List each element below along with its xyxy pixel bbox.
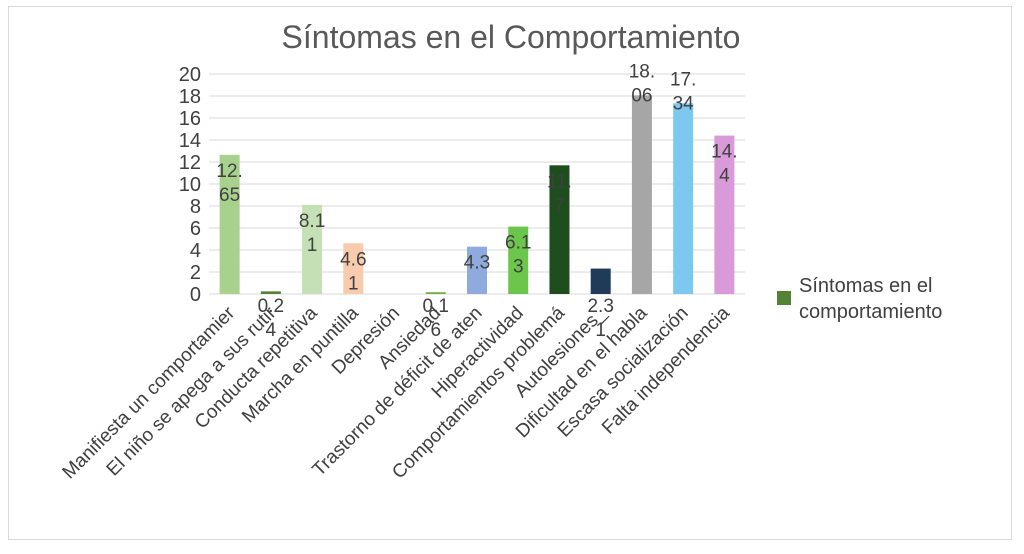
bar: [508, 226, 529, 294]
chart-frame: Síntomas en el Comportamiento 0 2 4 6 8 10 12 1…: [8, 6, 1012, 540]
data-label: 2.3: [587, 296, 613, 317]
data-label: 12.: [216, 161, 242, 182]
data-label: 6.1: [505, 233, 531, 254]
data-label: 18.: [629, 61, 655, 82]
bar: [631, 95, 652, 294]
legend: Síntomas en el comportamiento: [777, 273, 997, 325]
data-label: 4: [266, 320, 277, 341]
bar: [673, 103, 694, 294]
bar: [260, 291, 281, 294]
y-tick-label: 20: [179, 64, 201, 86]
y-tick-label: 16: [179, 108, 201, 130]
category-label: El niño se apega a sus rutir: [103, 302, 281, 480]
y-tick-label: 6: [190, 218, 201, 240]
data-label: 7: [554, 195, 565, 216]
data-label: 06: [631, 85, 652, 106]
data-label: 4.6: [340, 249, 366, 270]
data-label: 6: [430, 320, 441, 341]
y-tick-label: 10: [179, 174, 201, 196]
bar: [302, 204, 323, 294]
bar: [549, 165, 570, 294]
data-label: 34: [673, 93, 695, 114]
bars: [219, 95, 735, 294]
y-tick-label: 0: [190, 284, 201, 306]
data-label: 14.: [711, 142, 737, 163]
chart-title: Síntomas en el Comportamiento: [281, 19, 741, 55]
data-labels: 12. 65 0.2 4 8.1 1 4.6 1 0.1 6 4.3 6.1 3 11. 7 2.3 1 18. 0…: [216, 61, 737, 341]
bar: [425, 292, 446, 294]
data-label: 11.: [547, 171, 572, 192]
legend-label: Síntomas en el comportamiento: [799, 275, 943, 323]
data-label: 17.: [670, 69, 696, 90]
data-label: 4: [719, 166, 730, 187]
y-tick-label: 2: [190, 262, 201, 284]
data-label: 4.3: [464, 253, 490, 274]
y-tick-label: 18: [179, 86, 201, 108]
legend-swatch: [777, 291, 791, 305]
y-tick-label: 8: [190, 196, 201, 218]
bar: [467, 246, 487, 294]
data-label: 3: [513, 257, 524, 278]
category-label: Manifiesta un comportamier: [59, 302, 240, 483]
data-label: 1: [595, 320, 606, 341]
y-tick-label: 14: [179, 130, 201, 152]
bar: [343, 243, 364, 294]
data-label: 8.1: [299, 211, 325, 232]
y-tick-label: 4: [190, 240, 201, 262]
bar: [714, 135, 735, 294]
data-label: 1: [348, 273, 359, 294]
y-tick-label: 12: [179, 152, 201, 174]
data-label: 0.2: [258, 296, 284, 317]
data-label: 65: [219, 185, 240, 206]
data-label: 0.1: [423, 296, 449, 317]
data-label: 1: [307, 235, 318, 256]
bar: [219, 154, 240, 294]
bar: [590, 268, 611, 294]
